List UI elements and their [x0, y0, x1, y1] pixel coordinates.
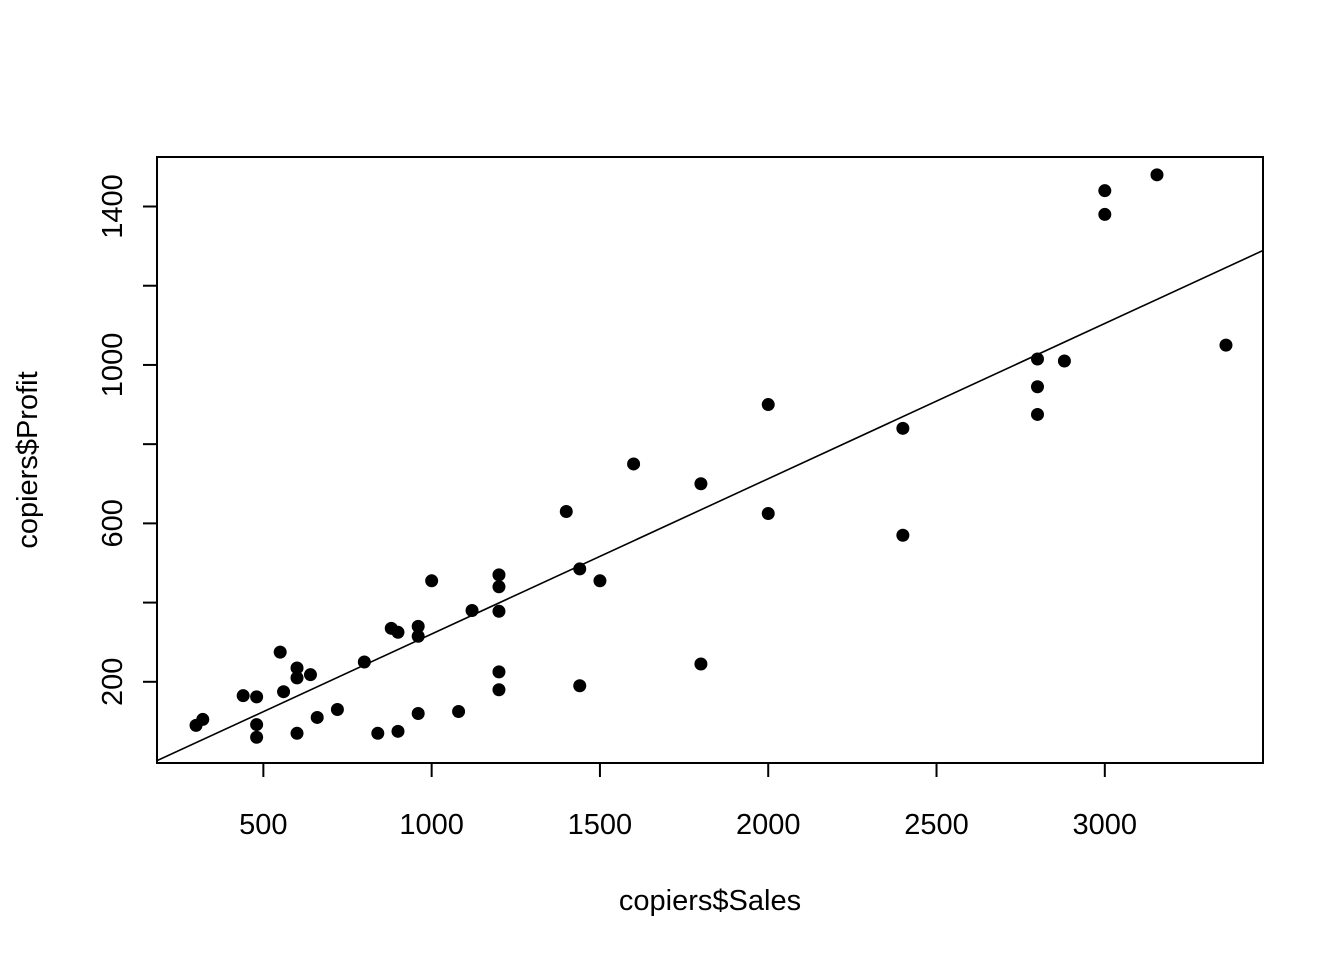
data-point — [896, 421, 910, 435]
plot-frame — [156, 156, 1264, 764]
data-point — [492, 580, 506, 594]
data-point — [1219, 338, 1233, 352]
data-point — [371, 726, 385, 740]
data-point — [1030, 407, 1044, 421]
data-point — [492, 683, 506, 697]
data-point — [1030, 380, 1044, 394]
data-point — [250, 690, 264, 704]
x-tick-label: 1000 — [399, 809, 464, 841]
regression-line-layer — [157, 249, 1263, 762]
data-point — [391, 724, 405, 738]
data-point — [627, 457, 641, 471]
data-point — [250, 718, 264, 732]
data-point — [290, 726, 304, 740]
data-point — [391, 625, 405, 639]
y-tick-label: 600 — [97, 499, 129, 547]
data-point — [411, 629, 425, 643]
x-tick-label: 500 — [239, 809, 287, 841]
data-point — [492, 604, 506, 618]
y-axis-title: copiers$Profit — [12, 371, 44, 548]
data-point — [573, 562, 587, 576]
data-point — [277, 685, 291, 699]
data-point — [896, 528, 910, 542]
data-point — [694, 657, 708, 671]
data-point — [694, 477, 708, 491]
data-point — [411, 619, 425, 633]
data-point — [273, 645, 287, 659]
y-tick-label: 200 — [97, 658, 129, 706]
regression-line — [157, 249, 1263, 762]
x-tick-label: 2000 — [736, 809, 801, 841]
data-point — [559, 504, 573, 518]
x-tick-label: 3000 — [1073, 809, 1138, 841]
x-axis: 500 1000 1500 2000 2500 3000 — [239, 762, 1138, 841]
data-point — [290, 661, 304, 675]
data-point — [357, 655, 371, 669]
y-tick-label: 1000 — [97, 333, 129, 398]
data-point — [303, 668, 317, 682]
data-point — [492, 568, 506, 582]
data-point — [236, 689, 250, 703]
data-point — [492, 665, 506, 679]
points-layer — [189, 168, 1233, 744]
data-point — [250, 730, 264, 744]
x-axis-title: copiers$Sales — [619, 885, 801, 917]
x-tick-label: 2500 — [904, 809, 969, 841]
data-point — [1057, 354, 1071, 368]
data-point — [196, 712, 210, 726]
x-tick-label: 1500 — [568, 809, 633, 841]
data-point — [593, 574, 607, 588]
data-point — [1030, 352, 1044, 366]
data-point — [1098, 184, 1112, 198]
data-point — [290, 671, 304, 685]
y-axis: 200 600 1000 1400 — [97, 174, 158, 706]
data-point — [452, 705, 466, 719]
data-point — [573, 679, 587, 693]
data-point — [411, 706, 425, 720]
data-point — [310, 710, 324, 724]
data-point — [761, 398, 775, 412]
data-point — [761, 506, 775, 520]
data-point — [465, 604, 479, 618]
data-point — [1150, 168, 1164, 182]
data-point — [330, 703, 344, 717]
data-point — [1098, 207, 1112, 221]
data-point — [425, 574, 439, 588]
y-tick-label: 1400 — [97, 174, 129, 239]
